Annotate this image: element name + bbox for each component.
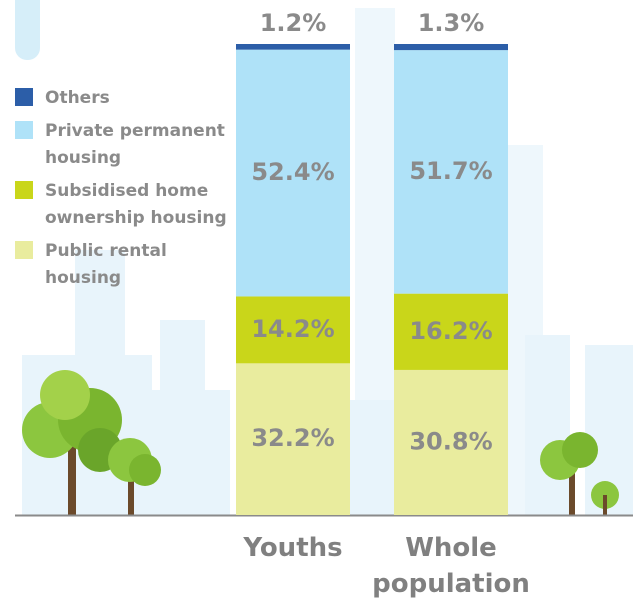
- chart: 32.2% 14.2% 52.4% 1.2% 30.8% 16.2% 51.7% 1.3% Y…: [0, 0, 638, 603]
- legend-label: Private permanent housing: [45, 118, 230, 172]
- legend-label: Public rental housing: [45, 238, 230, 292]
- value-label: 16.2%: [409, 317, 492, 345]
- value-label: 14.2%: [251, 315, 334, 343]
- bar-segment: [394, 44, 508, 50]
- legend-item: Private permanent housing: [15, 118, 230, 172]
- legend-swatch: [15, 88, 33, 106]
- value-label: 1.2%: [260, 9, 327, 37]
- value-label: 52.4%: [251, 158, 334, 186]
- value-label: 30.8%: [409, 427, 492, 455]
- x-tick-label: Whole population: [371, 530, 531, 602]
- legend-item: Others: [15, 85, 230, 112]
- value-label: 32.2%: [251, 424, 334, 452]
- value-label: 1.3%: [418, 9, 485, 37]
- legend-swatch: [15, 121, 33, 139]
- bar-segment: [236, 44, 350, 50]
- x-tick-label: Youths: [213, 530, 373, 566]
- legend-item: Public rental housing: [15, 238, 230, 292]
- legend-swatch: [15, 241, 33, 259]
- value-label: 51.7%: [409, 157, 492, 185]
- legend-label: Others: [45, 85, 230, 112]
- legend-swatch: [15, 181, 33, 199]
- legend-item: Subsidised home ownership housing: [15, 178, 230, 232]
- legend-label: Subsidised home ownership housing: [45, 178, 230, 232]
